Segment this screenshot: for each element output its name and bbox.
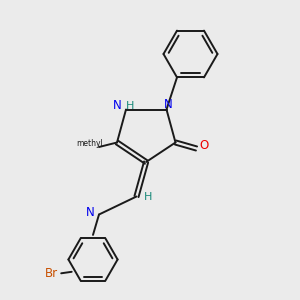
Text: N: N xyxy=(164,98,172,111)
Text: O: O xyxy=(200,139,208,152)
Text: H: H xyxy=(126,101,134,111)
Text: N: N xyxy=(113,99,122,112)
Text: H: H xyxy=(144,191,152,202)
Text: N: N xyxy=(85,206,94,220)
Text: methyl: methyl xyxy=(76,139,103,148)
Text: Br: Br xyxy=(45,267,58,280)
